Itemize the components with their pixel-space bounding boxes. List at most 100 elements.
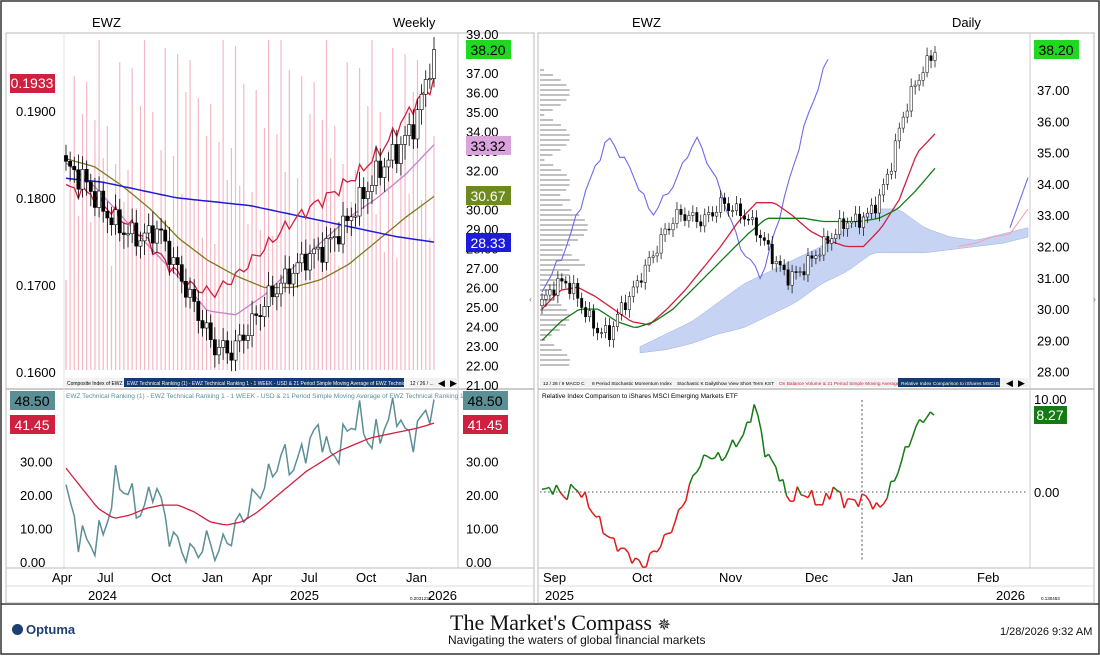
candle-body xyxy=(230,353,233,360)
price-tick: 37.00 xyxy=(466,66,499,81)
left-tab-2[interactable]: 12 / 26 / ... xyxy=(410,381,434,387)
right-price-tick: 32.00 xyxy=(1037,240,1070,255)
right-scroll-left[interactable]: ‹ xyxy=(529,294,532,304)
candle-body xyxy=(279,283,282,294)
candle-body xyxy=(312,249,315,254)
daily-candle-body xyxy=(561,278,563,281)
daily-candle-body xyxy=(700,222,702,226)
daily-candle-body xyxy=(854,214,856,221)
optuma-logo-icon xyxy=(12,624,23,635)
right-year-tick: 2025 xyxy=(545,588,574,603)
lower-value-3: 48.50 xyxy=(467,393,502,409)
price-tick: 26.00 xyxy=(466,281,499,296)
price-tick: 36.00 xyxy=(466,86,499,101)
candle-body xyxy=(176,257,179,264)
candle-body xyxy=(288,269,291,284)
candle-body xyxy=(106,211,109,218)
daily-candle-body xyxy=(600,333,602,334)
left-tab-0[interactable]: Composite Index of EWZ xyxy=(67,381,123,387)
daily-candle-body xyxy=(715,212,717,216)
candle-body xyxy=(308,254,311,270)
daily-candle-body xyxy=(850,221,852,223)
footer-datetime: 1/28/2026 9:32 AM xyxy=(1000,626,1092,638)
daily-candle-body xyxy=(735,204,737,211)
daily-candle-body xyxy=(795,272,797,273)
left-tab-1[interactable]: EWZ Technical Ranking (1) - EWZ Technica… xyxy=(127,381,433,387)
daily-candle-body xyxy=(807,256,809,275)
candle-body xyxy=(428,79,431,80)
daily-candle-body xyxy=(791,272,793,286)
candle-body xyxy=(341,216,344,244)
candle-body xyxy=(164,230,167,241)
right-tab-0[interactable]: 12 / 26 / 9 MACD C xyxy=(543,381,585,387)
left-symbol: EWZ xyxy=(92,15,121,30)
candle-body xyxy=(259,315,262,316)
candle-body xyxy=(420,94,423,109)
daily-candle-body xyxy=(676,209,678,223)
right-tab-5[interactable]: Relative Index Comparison to iShares MSC… xyxy=(901,381,1003,387)
relative-index-segment xyxy=(851,499,855,500)
daily-candle-body xyxy=(898,128,900,141)
right-month-tick: Feb xyxy=(977,570,999,585)
daily-candle-body xyxy=(783,265,785,270)
candle-body xyxy=(292,273,295,284)
right-tab-3[interactable]: Show View Short Term KST xyxy=(715,381,774,387)
left-tab-next[interactable]: ▶ xyxy=(450,378,457,388)
right-scale-note: 0.130453 xyxy=(1041,596,1060,601)
candle-body xyxy=(242,335,245,340)
candle-body xyxy=(73,166,76,170)
candle-body xyxy=(160,229,163,230)
candle-body xyxy=(139,241,142,246)
right-month-tick: Jan xyxy=(892,570,913,585)
daily-candle-body xyxy=(569,283,571,293)
daily-candle-body xyxy=(636,281,638,287)
daily-candle-body xyxy=(819,255,821,256)
daily-candle-body xyxy=(604,325,606,332)
right-tab-2[interactable]: Stochastic K Daily xyxy=(677,381,716,387)
daily-candle-body xyxy=(759,235,761,238)
lower-tick-left: 30.00 xyxy=(20,455,53,470)
ratio-tick: 0.1800 xyxy=(16,191,56,206)
candle-body xyxy=(263,306,266,316)
candle-body xyxy=(64,155,67,161)
daily-candle-body xyxy=(656,253,658,256)
right-tab-next[interactable]: ▶ xyxy=(1018,378,1025,388)
brand-label: Optuma xyxy=(26,622,75,637)
ma-label-1: 33.32 xyxy=(470,138,505,154)
ma-label-2: 30.67 xyxy=(470,188,505,204)
relative-index-segment xyxy=(542,489,546,490)
price-tick: 27.00 xyxy=(466,261,499,276)
right-tab-prev[interactable]: ◀ xyxy=(1006,378,1013,388)
daily-candle-body xyxy=(839,219,841,235)
candle-body xyxy=(395,144,398,163)
left-tab-prev[interactable]: ◀ xyxy=(438,378,445,388)
candle-body xyxy=(250,314,253,336)
candle-body xyxy=(366,191,369,198)
daily-candle-body xyxy=(755,218,757,235)
right-timeframe: Daily xyxy=(952,15,981,30)
right-scroll-right[interactable]: › xyxy=(1093,294,1096,304)
right-tab-1[interactable]: 8 Period Stochastic Momentum Index xyxy=(592,381,672,387)
daily-candle-body xyxy=(926,56,928,73)
candle-body xyxy=(131,223,134,234)
candle-body xyxy=(379,161,382,178)
daily-candle-body xyxy=(620,303,622,314)
daily-candle-body xyxy=(894,141,896,171)
candle-body xyxy=(151,226,154,243)
daily-candle-body xyxy=(652,256,654,258)
daily-candle-body xyxy=(775,261,777,263)
month-tick: Apr xyxy=(252,570,273,585)
daily-candle-body xyxy=(922,73,924,81)
daily-candle-body xyxy=(668,229,670,230)
candle-body xyxy=(234,341,237,360)
candle-body xyxy=(180,265,183,282)
month-tick: Jul xyxy=(97,570,114,585)
daily-candle-body xyxy=(902,117,904,128)
candle-body xyxy=(424,79,427,94)
daily-candle-body xyxy=(767,240,769,244)
right-tab-4[interactable]: On Balance Volume & 21 Period Simple Mov… xyxy=(779,381,900,387)
daily-candle-body xyxy=(692,212,694,215)
daily-candle-body xyxy=(549,290,551,295)
candle-body xyxy=(284,269,287,283)
daily-candle-body xyxy=(672,224,674,230)
